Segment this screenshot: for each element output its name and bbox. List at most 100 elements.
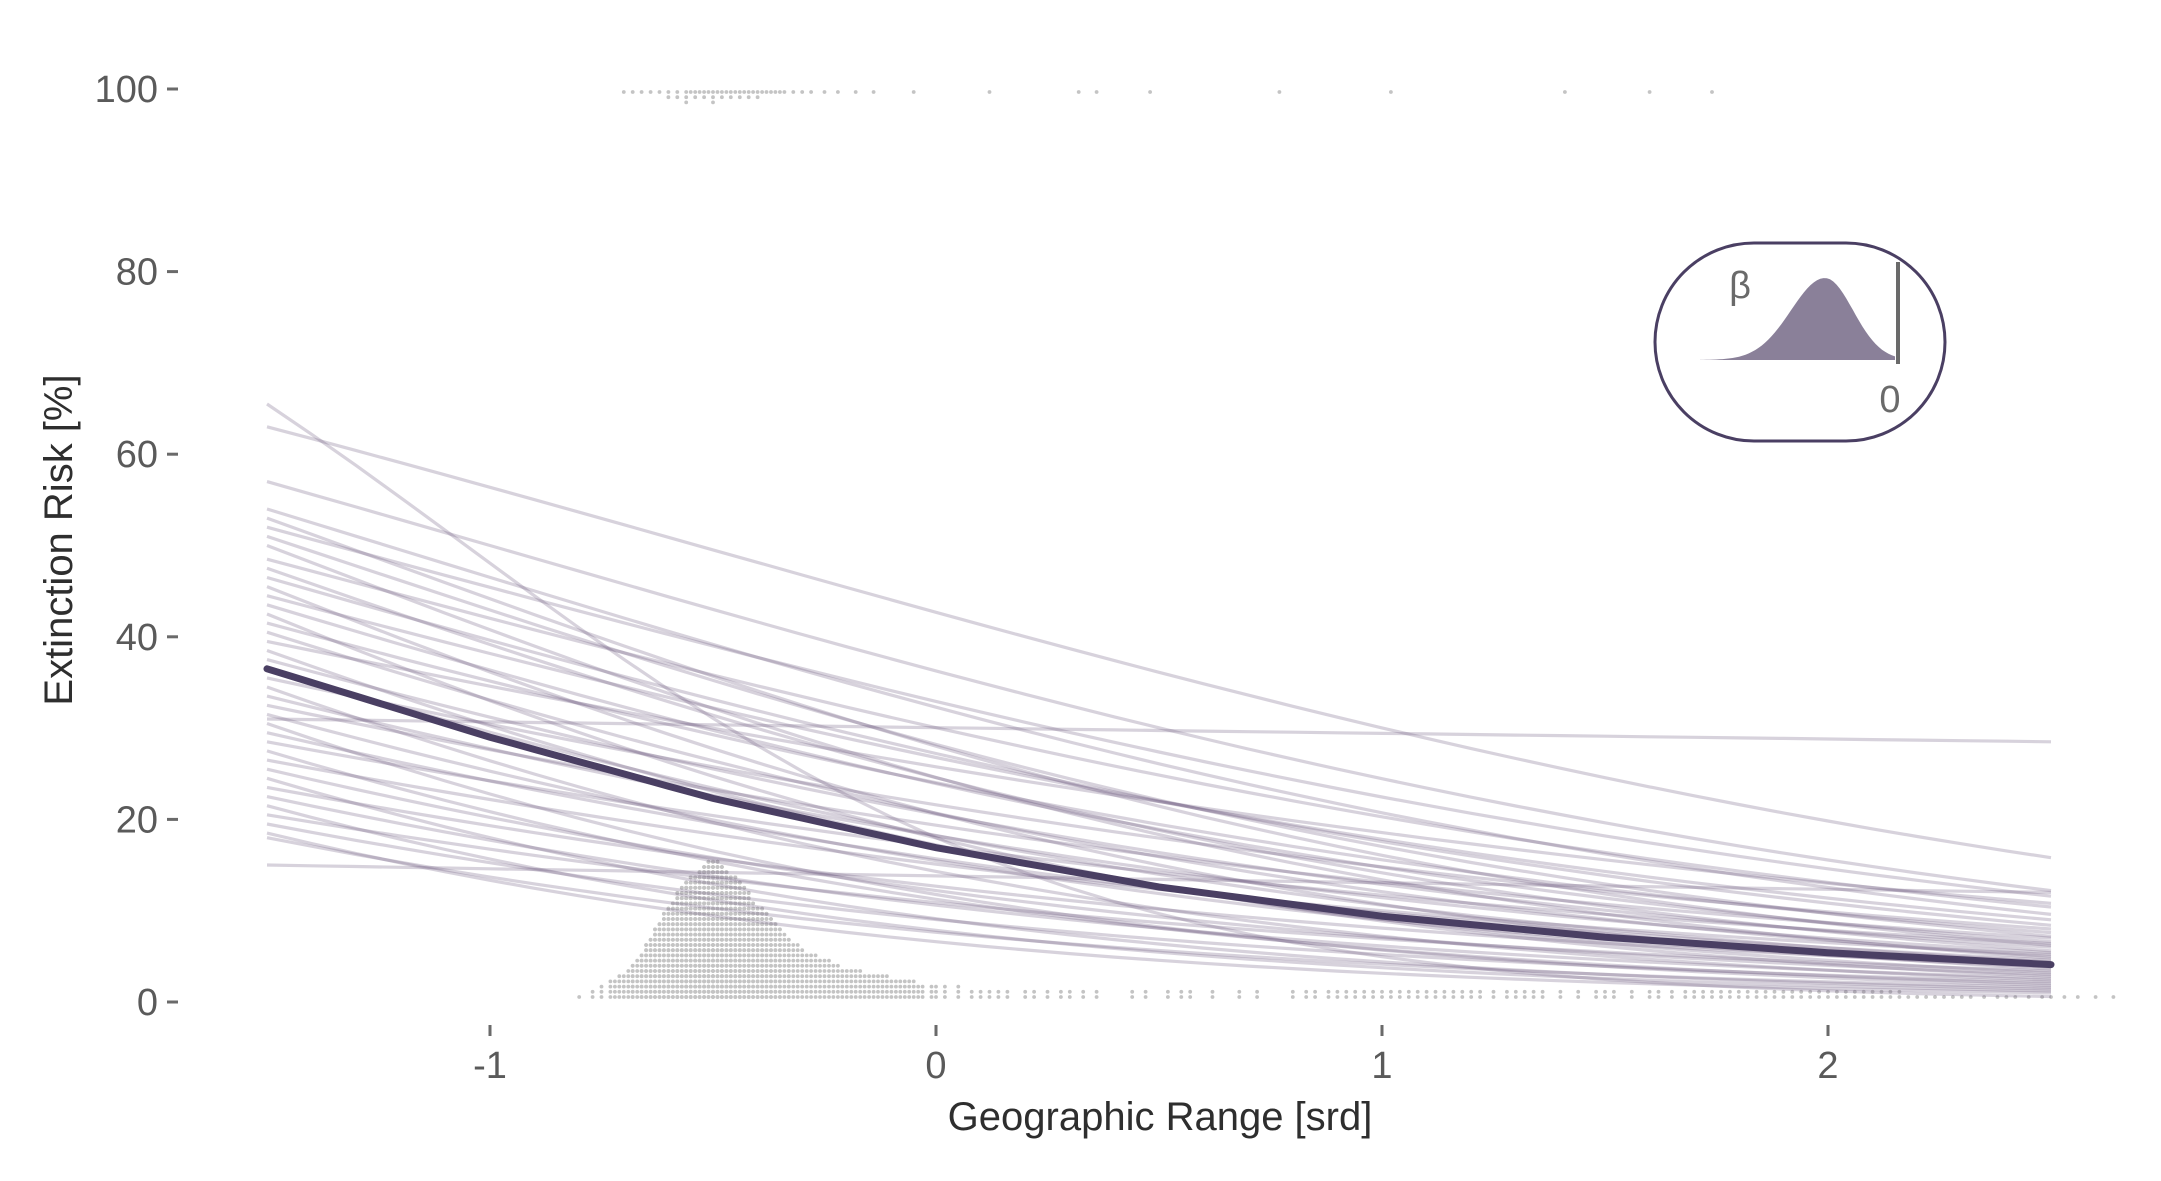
rug-point-bottom bbox=[688, 979, 693, 984]
rug-point-bottom bbox=[840, 969, 845, 973]
rug-point-bottom bbox=[675, 948, 680, 953]
rug-point-bottom bbox=[657, 963, 662, 968]
rug-point-bottom bbox=[746, 989, 751, 994]
rug-point-bottom bbox=[795, 969, 800, 973]
rug-point-bottom bbox=[697, 891, 702, 895]
rug-point-bottom bbox=[769, 958, 773, 963]
rug-point-bottom bbox=[1612, 989, 1616, 994]
rug-point-top bbox=[711, 90, 715, 94]
rug-point-top bbox=[715, 90, 720, 94]
rug-point-bottom bbox=[711, 885, 715, 890]
rug-point-bottom bbox=[675, 984, 680, 989]
rug-point-top bbox=[746, 95, 751, 100]
rug-point-bottom bbox=[697, 995, 702, 999]
rug-point-bottom bbox=[751, 995, 755, 999]
rug-point-bottom bbox=[1852, 995, 1857, 999]
rug-point-bottom bbox=[1897, 989, 1902, 994]
rug-point-bottom bbox=[711, 917, 715, 921]
rug-point-bottom bbox=[679, 953, 684, 958]
rug-point-bottom bbox=[1130, 989, 1135, 994]
rug-point-top bbox=[702, 95, 706, 100]
rug-point-bottom bbox=[737, 891, 742, 895]
rug-point-bottom bbox=[688, 891, 693, 895]
rug-point-bottom bbox=[862, 995, 867, 999]
rug-point-bottom bbox=[737, 969, 742, 973]
rug-point-bottom bbox=[1237, 995, 1242, 999]
rug-point-bottom bbox=[760, 943, 764, 947]
rug-point-bottom bbox=[693, 885, 698, 890]
rug-point-bottom bbox=[733, 932, 738, 937]
rug-point-bottom bbox=[782, 984, 787, 989]
posterior-draw-line bbox=[266, 822, 2052, 984]
rug-point-bottom bbox=[684, 953, 689, 958]
rug-point-bottom bbox=[782, 974, 787, 979]
rug-point-bottom bbox=[778, 984, 782, 989]
rug-point-bottom bbox=[907, 989, 912, 994]
rug-point-bottom bbox=[1143, 989, 1148, 994]
rug-point-bottom bbox=[760, 963, 764, 968]
rug-point-bottom bbox=[688, 875, 693, 880]
rug-point-bottom bbox=[746, 937, 751, 942]
rug-point-bottom bbox=[671, 989, 675, 994]
rug-point-bottom bbox=[1143, 995, 1148, 999]
posterior-draw-line bbox=[266, 566, 2052, 953]
rug-point-bottom bbox=[648, 943, 653, 947]
rug-point-bottom bbox=[711, 865, 715, 869]
rug-point-bottom bbox=[1808, 989, 1813, 994]
rug-point-bottom bbox=[746, 891, 751, 895]
rug-point-bottom bbox=[1763, 995, 1768, 999]
rug-point-bottom bbox=[907, 984, 912, 989]
rug-point-bottom bbox=[858, 984, 863, 989]
rug-point-bottom bbox=[675, 974, 680, 979]
rug-point-bottom bbox=[728, 911, 733, 916]
rug-point-top bbox=[809, 90, 813, 94]
rug-point-bottom bbox=[849, 974, 854, 979]
rug-point-top bbox=[773, 90, 778, 94]
rug-point-bottom bbox=[706, 979, 711, 984]
rug-point-bottom bbox=[764, 969, 769, 973]
rug-point-bottom bbox=[769, 937, 773, 942]
rug-point-bottom bbox=[706, 901, 711, 906]
rug-point-bottom bbox=[675, 927, 680, 932]
rug-point-bottom bbox=[804, 963, 809, 968]
rug-point-bottom bbox=[728, 885, 733, 890]
rug-point-bottom bbox=[653, 943, 657, 947]
rug-point-bottom bbox=[755, 974, 760, 979]
rug-point-bottom bbox=[778, 937, 782, 942]
rug-point-bottom bbox=[911, 984, 916, 989]
rug-point-bottom bbox=[630, 979, 635, 984]
rug-point-bottom bbox=[746, 901, 751, 906]
rug-point-bottom bbox=[688, 948, 693, 953]
rug-point-bottom bbox=[742, 989, 747, 994]
rug-point-bottom bbox=[724, 937, 729, 942]
rug-point-bottom bbox=[1005, 989, 1010, 994]
rug-point-bottom bbox=[773, 974, 778, 979]
rug-point-bottom bbox=[733, 875, 738, 880]
rug-point-bottom bbox=[675, 937, 680, 942]
rug-point-bottom bbox=[648, 937, 653, 942]
rug-point-bottom bbox=[657, 995, 662, 999]
rug-point-bottom bbox=[657, 927, 662, 932]
rug-point-bottom bbox=[844, 989, 849, 994]
rug-point-bottom bbox=[621, 979, 626, 984]
rug-point-bottom bbox=[715, 989, 720, 994]
rug-point-bottom bbox=[827, 974, 831, 979]
rug-point-bottom bbox=[666, 937, 671, 942]
rug-point-top bbox=[693, 90, 698, 94]
rug-point-bottom bbox=[742, 927, 747, 932]
rug-point-bottom bbox=[746, 963, 751, 968]
rug-point-bottom bbox=[706, 896, 711, 901]
rug-point-bottom bbox=[720, 922, 724, 927]
rug-point-bottom bbox=[639, 953, 644, 958]
rug-point-bottom bbox=[2040, 995, 2044, 999]
rug-point-bottom bbox=[746, 953, 751, 958]
rug-point-bottom bbox=[795, 979, 800, 984]
rug-point-top bbox=[697, 90, 702, 94]
rug-point-bottom bbox=[786, 984, 791, 989]
rug-point-bottom bbox=[804, 974, 809, 979]
rug-point-bottom bbox=[733, 963, 738, 968]
rug-point-bottom bbox=[1237, 989, 1242, 994]
rug-point-top bbox=[742, 90, 747, 94]
rug-point-bottom bbox=[769, 943, 773, 947]
rug-point-bottom bbox=[635, 979, 640, 984]
